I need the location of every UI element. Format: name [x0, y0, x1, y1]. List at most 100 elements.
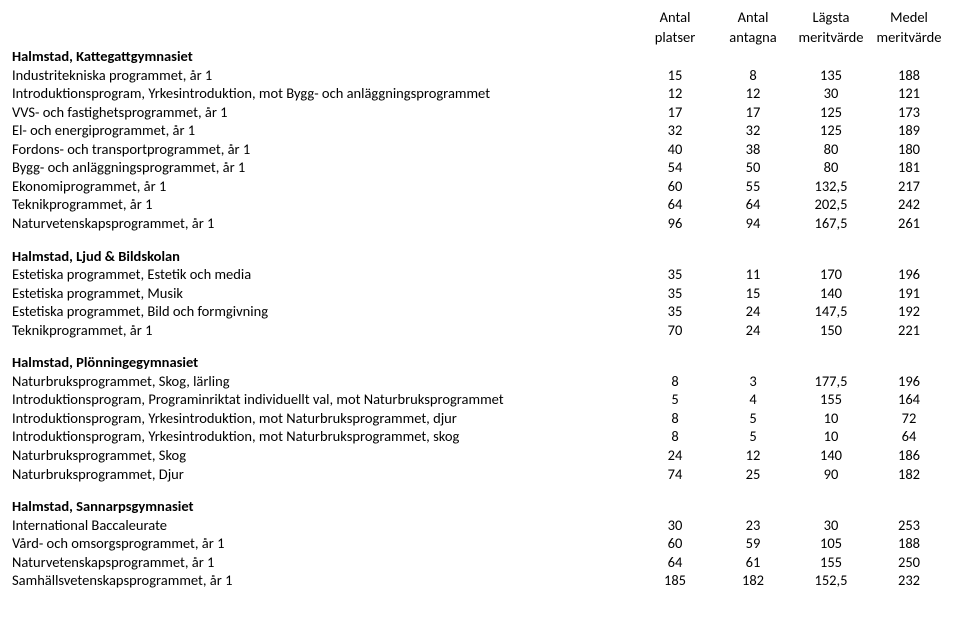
- row-label: Naturbruksprogrammet, Skog: [12, 446, 636, 465]
- table-row: Vård- och omsorgsprogrammet, år 16059105…: [12, 534, 948, 553]
- cell-value: 3: [714, 372, 792, 391]
- cell-value: 147,5: [792, 302, 870, 321]
- cell-value: 70: [636, 321, 714, 340]
- section-title: Halmstad, Kattegattgymnasiet: [12, 47, 948, 66]
- section-title: Halmstad, Ljud & Bildskolan: [12, 247, 948, 266]
- cell-value: 140: [792, 446, 870, 465]
- cell-value: 8: [636, 372, 714, 391]
- row-label: Introduktionsprogram, Programinriktat in…: [12, 390, 636, 409]
- cell-value: 261: [870, 214, 948, 233]
- cell-value: 61: [714, 553, 792, 572]
- cell-value: 221: [870, 321, 948, 340]
- cell-value: 182: [870, 465, 948, 484]
- cell-value: 15: [714, 284, 792, 303]
- cell-value: 35: [636, 284, 714, 303]
- cell-value: 185: [636, 571, 714, 590]
- section-title: Halmstad, Sannarpsgymnasiet: [12, 497, 948, 516]
- row-label: El- och energiprogrammet, år 1: [12, 121, 636, 140]
- table-row: Naturbruksprogrammet, Skog2412140186: [12, 446, 948, 465]
- cell-value: 188: [870, 66, 948, 85]
- cell-value: 64: [714, 195, 792, 214]
- cell-value: 24: [636, 446, 714, 465]
- cell-value: 167,5: [792, 214, 870, 233]
- cell-value: 182: [714, 571, 792, 590]
- col-header-antagna-bot: antagna: [714, 28, 792, 47]
- row-label: Introduktionsprogram, Yrkesintroduktion,…: [12, 84, 636, 103]
- cell-value: 12: [636, 84, 714, 103]
- cell-value: 121: [870, 84, 948, 103]
- cell-value: 60: [636, 177, 714, 196]
- table-row: Introduktionsprogram, Programinriktat in…: [12, 390, 948, 409]
- cell-value: 12: [714, 446, 792, 465]
- cell-value: 177,5: [792, 372, 870, 391]
- cell-value: 186: [870, 446, 948, 465]
- cell-value: 173: [870, 103, 948, 122]
- cell-value: 74: [636, 465, 714, 484]
- cell-value: 140: [792, 284, 870, 303]
- cell-value: 10: [792, 427, 870, 446]
- table-row: Introduktionsprogram, Yrkesintroduktion,…: [12, 427, 948, 446]
- header-spacer: [12, 8, 636, 27]
- cell-value: 8: [636, 409, 714, 428]
- row-label: Vård- och omsorgsprogrammet, år 1: [12, 534, 636, 553]
- cell-value: 5: [714, 427, 792, 446]
- table-row: Industritekniska programmet, år 11581351…: [12, 66, 948, 85]
- col-header-lagsta-bot: meritvärde: [792, 28, 870, 47]
- table-row: Teknikprogrammet, år 17024150221: [12, 321, 948, 340]
- row-label: Teknikprogrammet, år 1: [12, 195, 636, 214]
- col-header-antagna-top: Antal: [714, 8, 792, 27]
- table-row: VVS- och fastighetsprogrammet, år 117171…: [12, 103, 948, 122]
- cell-value: 155: [792, 553, 870, 572]
- cell-value: 5: [714, 409, 792, 428]
- row-label: Naturbruksprogrammet, Djur: [12, 465, 636, 484]
- row-label: Naturbruksprogrammet, Skog, lärling: [12, 372, 636, 391]
- row-label: VVS- och fastighetsprogrammet, år 1: [12, 103, 636, 122]
- cell-value: 60: [636, 534, 714, 553]
- cell-value: 191: [870, 284, 948, 303]
- row-label: Introduktionsprogram, Yrkesintroduktion,…: [12, 409, 636, 428]
- row-label: Bygg- och anläggningsprogrammet, år 1: [12, 158, 636, 177]
- cell-value: 105: [792, 534, 870, 553]
- cell-value: 155: [792, 390, 870, 409]
- row-label: Industritekniska programmet, år 1: [12, 66, 636, 85]
- cell-value: 64: [636, 195, 714, 214]
- cell-value: 8: [714, 66, 792, 85]
- row-label: Naturvetenskapsprogrammet, år 1: [12, 553, 636, 572]
- table-row: Teknikprogrammet, år 16464202,5242: [12, 195, 948, 214]
- table-row: Introduktionsprogram, Yrkesintroduktion,…: [12, 84, 948, 103]
- column-header-row-1: Antal Antal Lägsta Medel: [12, 8, 948, 27]
- cell-value: 59: [714, 534, 792, 553]
- table-row: Estetiska programmet, Bild och formgivni…: [12, 302, 948, 321]
- cell-value: 125: [792, 103, 870, 122]
- cell-value: 192: [870, 302, 948, 321]
- section-heading: Halmstad, Sannarpsgymnasiet: [12, 497, 948, 516]
- row-label: Naturvetenskapsprogrammet, år 1: [12, 214, 636, 233]
- cell-value: 90: [792, 465, 870, 484]
- cell-value: 54: [636, 158, 714, 177]
- cell-value: 40: [636, 140, 714, 159]
- row-label: Estetiska programmet, Bild och formgivni…: [12, 302, 636, 321]
- cell-value: 24: [714, 302, 792, 321]
- cell-value: 30: [792, 516, 870, 535]
- cell-value: 64: [870, 427, 948, 446]
- table-row: Introduktionsprogram, Yrkesintroduktion,…: [12, 409, 948, 428]
- cell-value: 55: [714, 177, 792, 196]
- cell-value: 30: [636, 516, 714, 535]
- table-row: Naturbruksprogrammet, Skog, lärling83177…: [12, 372, 948, 391]
- cell-value: 23: [714, 516, 792, 535]
- cell-value: 32: [636, 121, 714, 140]
- cell-value: 17: [714, 103, 792, 122]
- cell-value: 196: [870, 265, 948, 284]
- cell-value: 135: [792, 66, 870, 85]
- column-header-row-2: platser antagna meritvärde meritvärde: [12, 28, 948, 47]
- col-header-platser-top: Antal: [636, 8, 714, 27]
- cell-value: 152,5: [792, 571, 870, 590]
- cell-value: 96: [636, 214, 714, 233]
- cell-value: 50: [714, 158, 792, 177]
- section-title: Halmstad, Plönningegymnasiet: [12, 353, 948, 372]
- cell-value: 150: [792, 321, 870, 340]
- cell-value: 35: [636, 302, 714, 321]
- table-row: Estetiska programmet, Estetik och media3…: [12, 265, 948, 284]
- cell-value: 25: [714, 465, 792, 484]
- row-label: Estetiska programmet, Musik: [12, 284, 636, 303]
